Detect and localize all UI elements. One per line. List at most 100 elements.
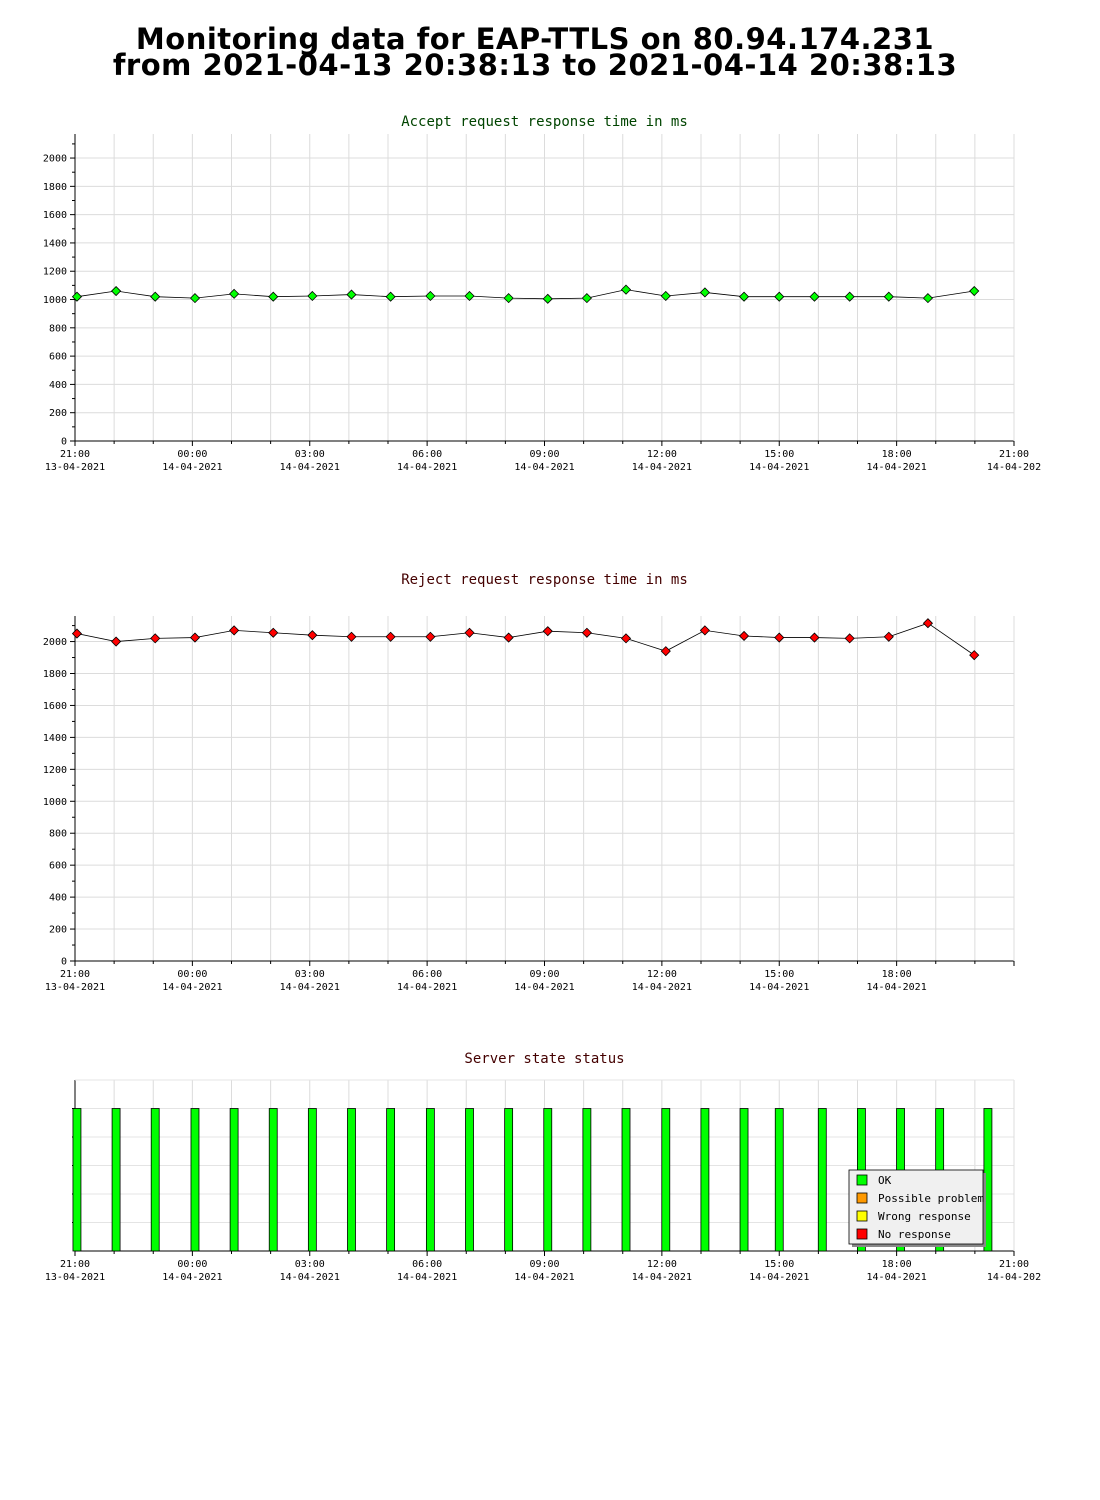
status-bar <box>229 1108 239 1252</box>
y-tick-label: 0 <box>61 957 67 968</box>
x-tick-label-time: 21:00 <box>60 449 90 460</box>
data-point <box>660 646 671 657</box>
legend-label: No response <box>878 1228 951 1241</box>
data-point <box>581 293 592 304</box>
data-point <box>150 633 161 644</box>
page-title-line-2: from 2021-04-13 20:38:13 to 2021-04-14 2… <box>112 48 958 82</box>
data-point <box>660 290 671 302</box>
data-point <box>620 284 632 295</box>
x-tick-label-date: 14-04-2021 <box>514 982 574 993</box>
series-line <box>76 289 975 300</box>
y-tick-label: 800 <box>49 323 67 334</box>
y-tick-label: 200 <box>49 408 67 419</box>
x-tick-label-time: 00:00 <box>177 449 207 460</box>
legend-label: OK <box>878 1174 892 1187</box>
y-tick-label: 1800 <box>43 669 67 680</box>
status-bar <box>307 1108 317 1252</box>
data-point <box>229 288 240 299</box>
x-tick-label-time: 06:00 <box>412 969 442 980</box>
plot-title: Accept request response time in ms <box>401 114 688 130</box>
x-tick-label-time: 21:00 <box>60 1259 90 1270</box>
y-tick-label: 1400 <box>43 733 67 744</box>
data-point <box>346 289 357 300</box>
x-tick-label-time: 00:00 <box>177 969 207 980</box>
x-tick-label-date: 14-04-2021 <box>749 982 809 993</box>
x-tick-label-date: 14-04-2021 <box>514 1272 574 1283</box>
y-tick-label: 1600 <box>43 210 67 221</box>
data-point <box>268 291 279 302</box>
x-tick-label-date: 14-04-202 <box>987 1272 1041 1283</box>
status-bar <box>543 1108 553 1252</box>
x-tick-label-time: 09:00 <box>529 969 559 980</box>
x-tick-label-time: 00:00 <box>177 1259 207 1270</box>
status-bar <box>817 1108 827 1252</box>
accept-response-chart: Accept request response time in ms 0 200 40… <box>43 114 1041 473</box>
data-point <box>425 290 436 302</box>
data-point <box>883 631 894 642</box>
data-point <box>969 285 980 297</box>
data-point <box>346 631 357 642</box>
legend-swatch <box>856 1210 868 1222</box>
data-point <box>464 290 475 302</box>
data-point <box>738 630 750 642</box>
y-tick-label: 0 <box>61 437 67 448</box>
x-tick-label-date: 14-04-2021 <box>514 462 574 473</box>
y-tick-label: 600 <box>49 861 67 872</box>
x-tick-label-time: 15:00 <box>764 449 794 460</box>
x-tick-label-date: 14-04-2021 <box>867 462 927 473</box>
y-tick-label: 1200 <box>43 765 67 776</box>
status-bar <box>465 1108 474 1252</box>
data-point <box>385 631 396 642</box>
x-tick-label-date: 13-04-2021 <box>45 462 105 473</box>
legend-label: Possible problem <box>878 1192 984 1205</box>
reject-response-chart: Reject request response time in ms 0 200 40… <box>43 572 1015 993</box>
x-tick-label-time: 09:00 <box>529 1259 559 1270</box>
data-point <box>503 293 514 304</box>
x-tick-label-date: 14-04-2021 <box>280 462 340 473</box>
legend-box <box>848 1169 984 1245</box>
status-bar <box>661 1108 671 1252</box>
x-tick-label-date: 14-04-2021 <box>397 1272 457 1283</box>
data-point <box>542 293 553 304</box>
x-tick-label-time: 06:00 <box>412 1259 442 1270</box>
x-tick-label-date: 14-04-2021 <box>749 1272 809 1283</box>
x-tick-label-date: 14-04-2021 <box>162 462 222 473</box>
x-tick-label-date: 14-04-2021 <box>632 462 692 473</box>
data-point <box>71 291 83 302</box>
status-bar <box>150 1108 160 1252</box>
plot-title: Reject request response time in ms <box>401 572 688 588</box>
data-point <box>922 293 933 304</box>
y-tick-label: 1200 <box>43 267 67 278</box>
status-bar <box>504 1108 514 1252</box>
x-tick-label-time: 03:00 <box>295 1259 325 1270</box>
y-tick-label: 1000 <box>43 295 67 306</box>
legend-label: Wrong response <box>878 1210 971 1223</box>
data-point <box>774 291 785 302</box>
x-tick-label-date: 14-04-2021 <box>280 982 340 993</box>
data-point <box>581 627 592 638</box>
x-tick-label-date: 14-04-2021 <box>162 1272 222 1283</box>
x-tick-label-time: 03:00 <box>295 969 325 980</box>
data-point <box>385 291 396 302</box>
data-point <box>809 291 820 302</box>
y-tick-label: 1400 <box>43 238 67 249</box>
status-bar <box>111 1108 121 1252</box>
status-bar <box>700 1108 710 1252</box>
data-point <box>809 632 820 643</box>
series-line <box>76 622 975 656</box>
x-tick-label-time: 12:00 <box>647 449 677 460</box>
data-point <box>307 290 318 302</box>
x-tick-label-time: 21:00 <box>999 449 1029 460</box>
data-point <box>542 626 553 637</box>
status-bar <box>386 1108 396 1252</box>
x-tick-label-date: 14-04-2021 <box>280 1272 340 1283</box>
y-tick-label: 400 <box>49 893 67 904</box>
data-point <box>774 632 785 643</box>
x-tick-label-date: 13-04-2021 <box>45 1272 105 1283</box>
data-point <box>699 625 710 636</box>
data-point <box>503 632 514 643</box>
status-bar <box>425 1108 435 1252</box>
data-point <box>189 293 201 304</box>
x-tick-label-date: 14-04-2021 <box>632 982 692 993</box>
x-tick-label-time: 21:00 <box>999 1259 1029 1270</box>
